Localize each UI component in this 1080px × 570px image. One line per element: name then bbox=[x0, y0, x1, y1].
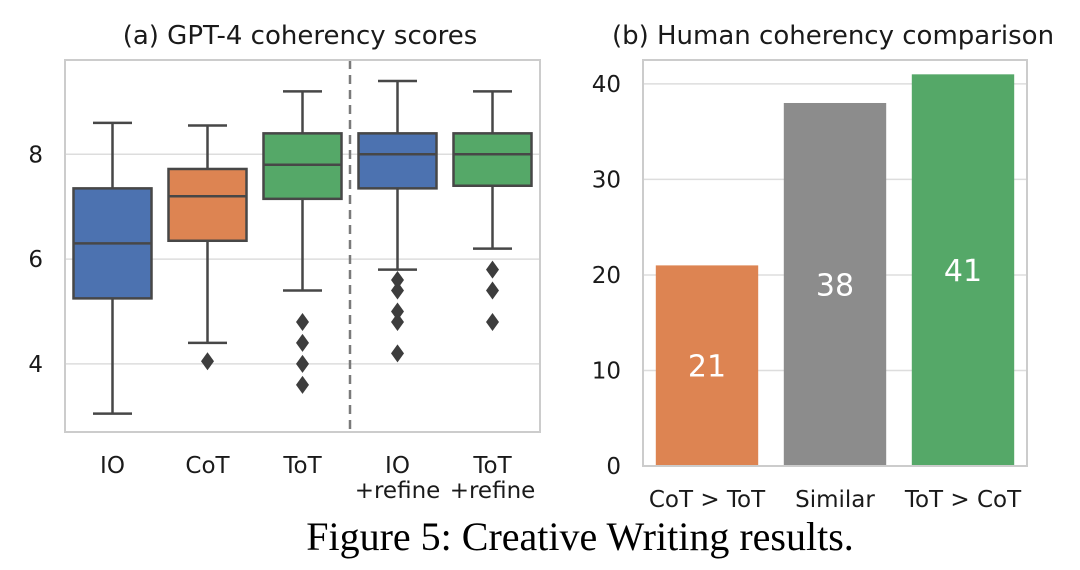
panel-b-x-tick-label: ToT > CoT bbox=[904, 487, 1022, 513]
box-outlier bbox=[391, 302, 404, 321]
panel-a-x-tick-label: ToT bbox=[472, 453, 512, 479]
panel-a-x-tick-label: CoT bbox=[185, 453, 230, 479]
panel-a-y-ticks: 4 6 8 bbox=[28, 142, 43, 378]
panel-b-frame bbox=[642, 59, 1028, 467]
panel-b-bars: 21 38 41 bbox=[655, 74, 1015, 467]
panel-a-frame bbox=[64, 59, 541, 433]
box-outlier bbox=[296, 354, 309, 373]
panel-b-y-tick-label: 20 bbox=[592, 263, 621, 289]
box-outlier bbox=[296, 333, 309, 352]
bar-1 bbox=[783, 102, 887, 467]
box-2 bbox=[262, 90, 343, 394]
panel-a-x-tick-label: IO bbox=[385, 453, 410, 479]
bar-0 bbox=[655, 265, 759, 466]
box-iqr bbox=[262, 132, 343, 201]
box-outlier bbox=[486, 260, 499, 279]
box-outlier bbox=[201, 352, 214, 371]
bar-value-label: 41 bbox=[944, 254, 982, 289]
box-3 bbox=[357, 79, 438, 363]
box-iqr bbox=[357, 132, 438, 190]
box-4 bbox=[452, 90, 533, 331]
box-1 bbox=[167, 124, 248, 371]
box-outlier bbox=[296, 312, 309, 331]
panel-b-bar-chart: (b) Human coherency comparison 21 38 41 0 1… bbox=[592, 21, 1054, 513]
panel-a-box-plot: (a) GPT-4 coherency scores 4 6 8 IO CoT ToT I… bbox=[28, 21, 541, 504]
box-outlier bbox=[486, 312, 499, 331]
box-outlier bbox=[296, 375, 309, 394]
panel-b-x-ticks: CoT > ToT Similar ToT > CoT bbox=[649, 487, 1022, 513]
panel-b-x-tick-label: Similar bbox=[795, 487, 875, 513]
box-outlier bbox=[391, 281, 404, 300]
box-outlier bbox=[391, 312, 404, 331]
panel-a-y-tick-label: 4 bbox=[28, 352, 43, 378]
panel-b-y-tick-label: 30 bbox=[592, 167, 621, 193]
box-iqr bbox=[452, 132, 533, 187]
panel-b-y-tick-label: 0 bbox=[606, 454, 621, 480]
panel-b-title: (b) Human coherency comparison bbox=[612, 21, 1054, 51]
box-outlier bbox=[391, 271, 404, 290]
bar-value-label: 21 bbox=[688, 350, 726, 385]
panel-a-y-tick-label: 8 bbox=[28, 142, 43, 168]
panel-a-x-tick-label: +refine bbox=[355, 478, 441, 504]
box-outlier bbox=[486, 281, 499, 300]
box-outlier bbox=[391, 344, 404, 363]
panel-a-x-tick-label: +refine bbox=[450, 478, 536, 504]
panel-a-boxes bbox=[72, 79, 533, 415]
box-0 bbox=[72, 121, 153, 415]
panel-a-x-tick-label: ToT bbox=[282, 453, 322, 479]
panel-b-y-ticks: 0 10 20 30 40 bbox=[592, 72, 621, 480]
panel-a-title: (a) GPT-4 coherency scores bbox=[123, 21, 478, 51]
figure-caption: Figure 5: Creative Writing results. bbox=[306, 514, 854, 559]
box-iqr bbox=[167, 167, 248, 243]
bar-2 bbox=[911, 74, 1015, 467]
panel-b-y-tick-label: 10 bbox=[592, 358, 621, 384]
panel-a-x-tick-label: IO bbox=[100, 453, 125, 479]
panel-b-y-tick-label: 40 bbox=[592, 72, 621, 98]
bar-value-label: 38 bbox=[816, 268, 854, 303]
panel-a-y-tick-label: 6 bbox=[28, 247, 43, 273]
panel-b-x-tick-label: CoT > ToT bbox=[649, 487, 766, 513]
